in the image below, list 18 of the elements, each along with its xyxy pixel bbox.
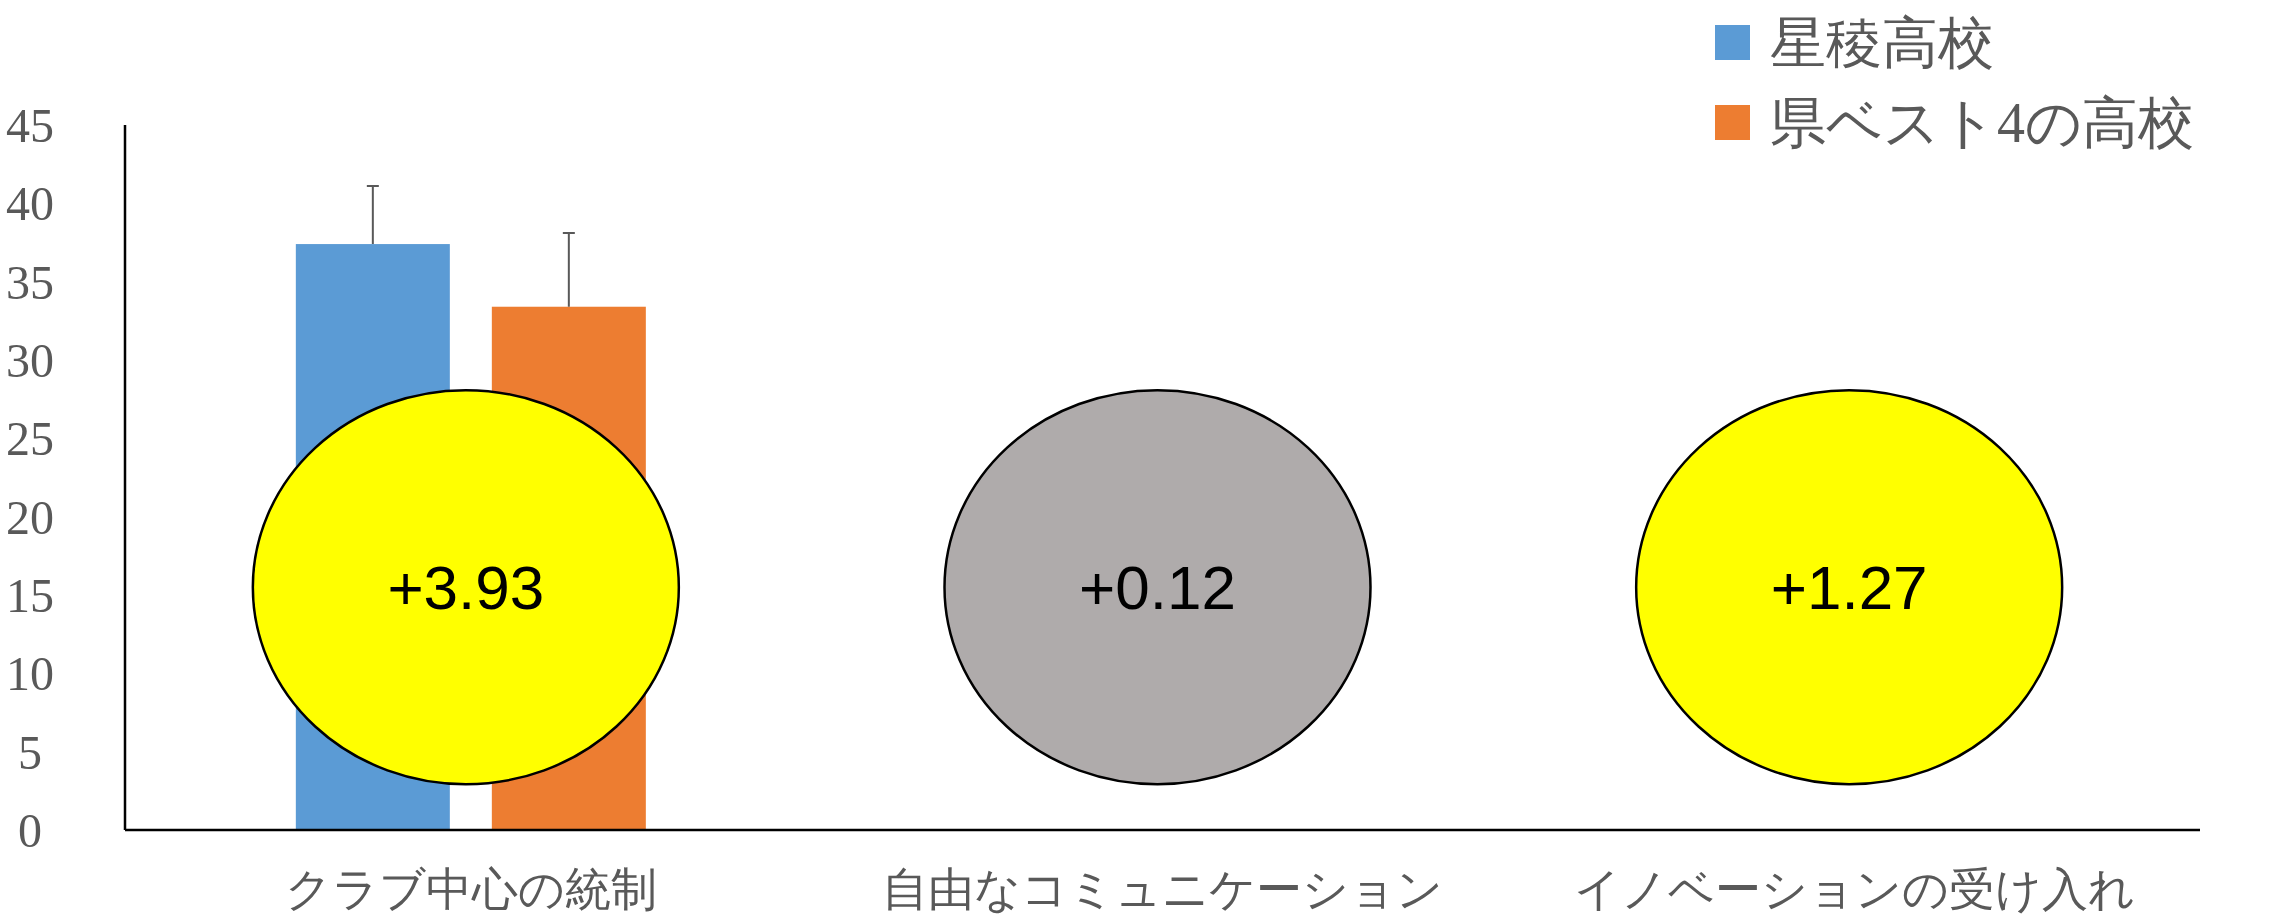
- x-tick-label: クラブ中心の統制: [284, 864, 657, 915]
- legend-label: 県ベスト4の高校: [1770, 92, 2194, 154]
- y-tick-label: 10: [6, 647, 54, 701]
- y-tick-label: 15: [6, 569, 54, 622]
- y-tick-label: 20: [6, 490, 54, 544]
- y-tick-label: 45: [6, 99, 54, 152]
- y-tick-label: 0: [18, 804, 42, 857]
- x-tick-label: 自由なコミュニケーション: [882, 864, 1443, 915]
- annotation: +1.27: [1770, 553, 1928, 623]
- annotation: +0.12: [1079, 553, 1236, 623]
- y-tick-label: 5: [18, 725, 42, 779]
- annotation: +3.93: [387, 553, 545, 623]
- legend-label: 星稜高校: [1770, 12, 1994, 74]
- x-tick-label: イノベーションの受け入れ: [1573, 864, 2135, 915]
- y-tick-label: 30: [6, 334, 54, 387]
- y-tick-label: 25: [6, 412, 54, 466]
- y-tick-label: 35: [6, 255, 54, 309]
- y-tick-label: 40: [6, 177, 54, 231]
